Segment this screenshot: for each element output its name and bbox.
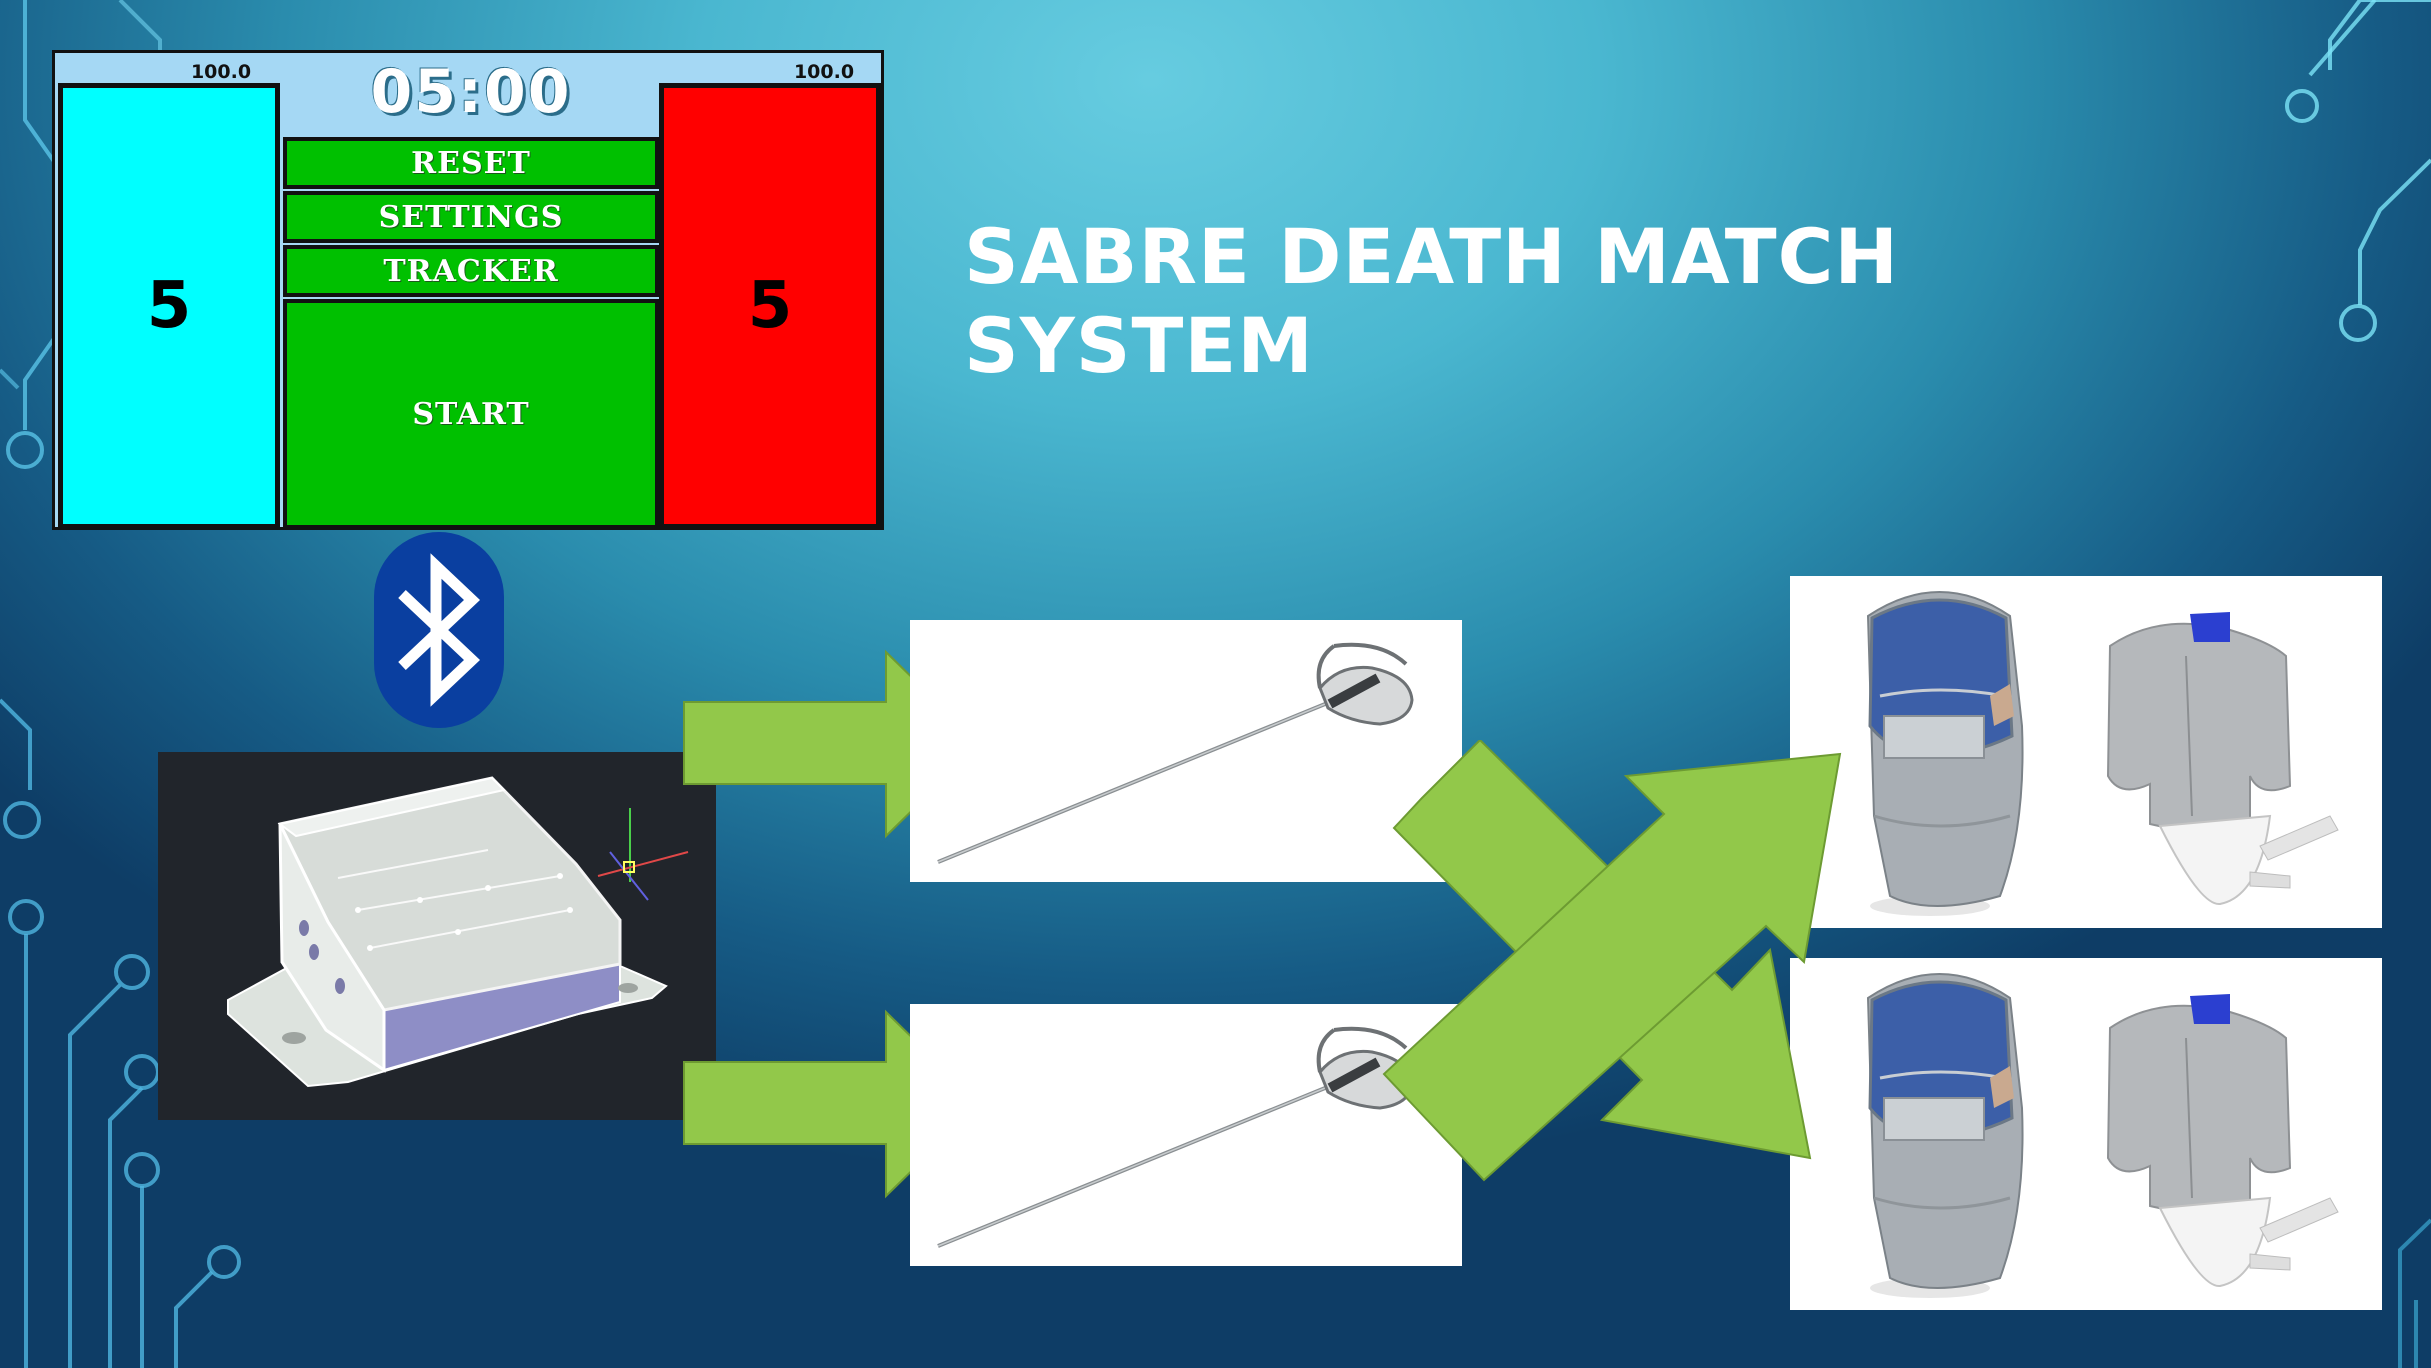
right-health-label: 100.0 [793, 61, 855, 83]
right-fencer-score: 5 [747, 269, 793, 343]
crossed-arrows-icon [1382, 740, 1842, 1182]
right-fencer-score-panel: 5 [659, 83, 881, 529]
start-button[interactable]: START [283, 299, 659, 529]
fencing-gear-image-bottom [1790, 958, 2382, 1310]
sabre-image-top [910, 620, 1462, 882]
settings-button[interactable]: SETTINGS [283, 191, 659, 243]
left-health-label: 100.0 [190, 61, 252, 83]
fencing-gear-image-top [1790, 576, 2382, 928]
left-fencer-score-panel: 5 [58, 83, 280, 529]
bluetooth-icon [374, 532, 504, 728]
sensor-housing-cad-image [158, 752, 716, 1120]
tracker-button[interactable]: TRACKER [283, 245, 659, 297]
scoreboard-screen: 100.0 100.0 05:00 5 5 RESET SETTINGS TRA… [52, 50, 884, 530]
left-fencer-score: 5 [146, 269, 192, 343]
match-timer: 05:00 [370, 57, 572, 127]
sabre-image-bottom [910, 1004, 1462, 1266]
slide-title: SABRE DEATH MATCH SYSTEM [964, 212, 1899, 390]
reset-button[interactable]: RESET [283, 137, 659, 189]
